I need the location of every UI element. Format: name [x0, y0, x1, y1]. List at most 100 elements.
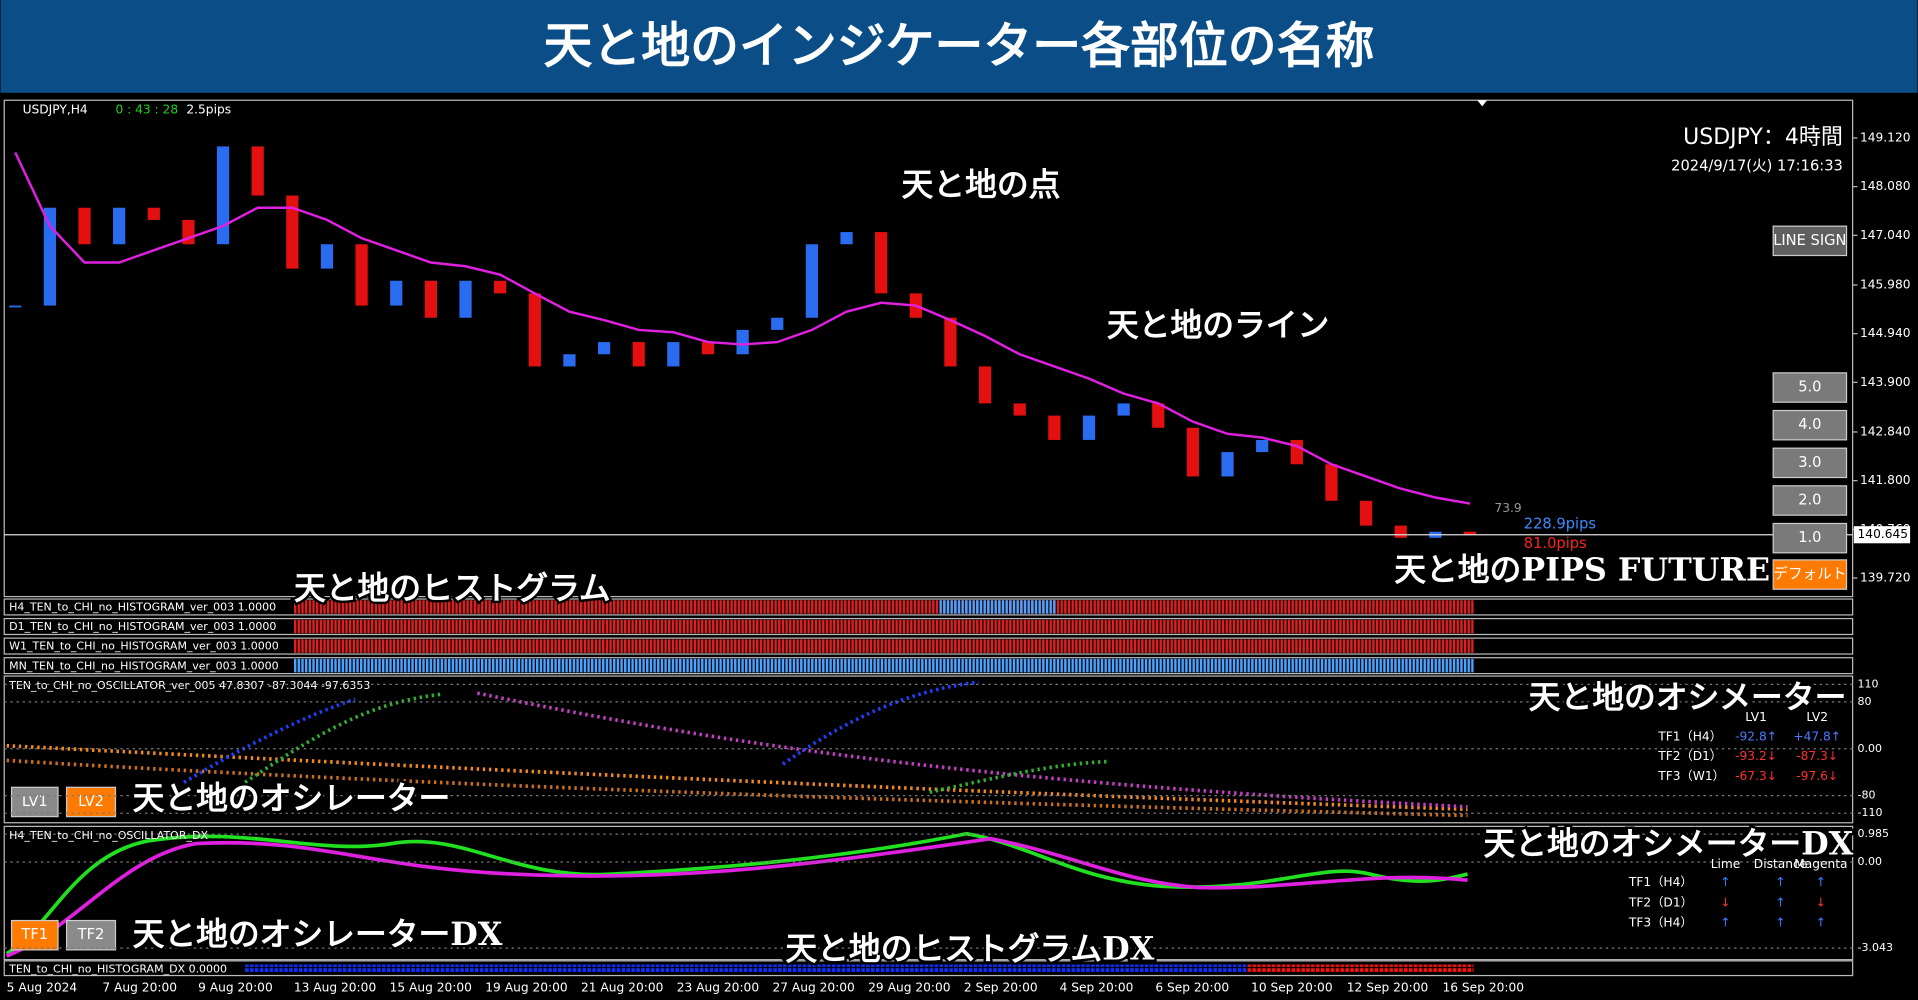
y-tick-label: 139.720	[1860, 571, 1911, 585]
y-tick-label: 149.120	[1860, 130, 1911, 144]
tf1-button-label[interactable]: TF1	[20, 926, 48, 943]
candle	[1221, 452, 1234, 477]
level-button-bg[interactable]	[1772, 485, 1848, 516]
y-tick-label: -3.043	[1858, 941, 1893, 954]
tf1-button-bg[interactable]	[10, 919, 59, 951]
timer: 0 : 43 : 28	[115, 103, 178, 117]
annotation: 天と地のライン	[1107, 307, 1329, 344]
candle	[667, 342, 680, 367]
x-tick-label: 21 Aug 20:00	[581, 980, 663, 994]
meter-cell: +47.8↑	[1793, 730, 1841, 744]
symbol: USDJPY,H4	[23, 103, 88, 117]
shift-marker	[1477, 100, 1488, 107]
lv2-button[interactable]: LV2	[65, 786, 117, 818]
oscillator-dx-header: H4_TEN_to_CHI_no_OSCILLATOR_DX	[9, 829, 208, 842]
default-button-bg[interactable]	[1772, 559, 1848, 590]
level-button-bg[interactable]	[1772, 372, 1848, 403]
meter-cell: -67.3↓	[1735, 769, 1777, 783]
y-tick-label: 80	[1858, 695, 1872, 708]
annotation: 天と地のヒストグラム	[294, 570, 611, 607]
x-tick-label: 5 Aug 2024	[7, 980, 78, 994]
line-sign-button[interactable]: LINE SIGN	[1772, 225, 1848, 257]
candle	[216, 146, 230, 245]
meter-cell: -92.8↑	[1735, 730, 1777, 744]
tf1-button[interactable]: TF1	[10, 919, 59, 951]
default-button-label[interactable]: デフォルト	[1773, 565, 1846, 583]
oscillator-header: TEN_to_CHI_no_OSCILLATOR_ver_005 47.8307…	[8, 679, 370, 692]
pair-label: USDJPY：4時間	[1683, 125, 1843, 150]
oscillator-curves	[6, 680, 1468, 818]
spread: 2.5pips	[186, 103, 231, 117]
candle	[528, 293, 541, 367]
level-button[interactable]: 1.0	[1772, 522, 1848, 554]
level-button[interactable]: 2.0	[1772, 485, 1848, 516]
menu-arrow	[9, 107, 17, 113]
lv1-button-label[interactable]: LV1	[22, 793, 48, 810]
line-sign-button-bg[interactable]	[1772, 225, 1848, 257]
histogram-stripes	[245, 600, 1474, 972]
meter-header: Lime	[1711, 857, 1741, 871]
lv1-button[interactable]: LV1	[10, 786, 59, 818]
lv1-button-bg[interactable]	[10, 786, 59, 818]
level-button-bg[interactable]	[1772, 409, 1848, 441]
candle	[978, 366, 992, 404]
candle	[320, 244, 334, 269]
y-tick-label: 145.980	[1860, 277, 1911, 291]
annotation: 天と地のオシレーターDX	[133, 916, 503, 953]
line-sign-button-label[interactable]: LINE SIGN	[1773, 232, 1846, 249]
meter-row-label: TF3（H4）	[1628, 915, 1693, 929]
x-tick-label: 2 Sep 20:00	[964, 980, 1038, 994]
histogram-label: D1_TEN_to_CHI_no_HISTOGRAM_ver_003 1.000…	[9, 620, 276, 633]
lv2-button-label[interactable]: LV2	[78, 793, 104, 810]
pips-up: 228.9pips	[1524, 515, 1596, 532]
tf2-button-label[interactable]: TF2	[77, 926, 105, 943]
level-button[interactable]: 5.0	[1772, 372, 1848, 403]
meter-header: LV1	[1745, 710, 1767, 724]
level-button-label[interactable]: 5.0	[1798, 379, 1821, 396]
current-price-label: 140.645	[1858, 527, 1909, 541]
level-button-bg[interactable]	[1772, 447, 1848, 479]
default-button[interactable]: デフォルト	[1772, 559, 1848, 590]
tf2-button[interactable]: TF2	[65, 919, 117, 951]
annotation: 天と地のヒストグラムDX	[785, 931, 1154, 968]
pips-down: 81.0pips	[1524, 535, 1587, 552]
candle	[43, 207, 56, 306]
level-button-label[interactable]: 3.0	[1798, 454, 1821, 471]
level-button-bg[interactable]	[1772, 522, 1848, 554]
annotation: 天と地のオシメーター	[1529, 679, 1847, 716]
level-button-label[interactable]: 2.0	[1798, 491, 1821, 508]
candle	[736, 329, 749, 355]
candle	[1325, 464, 1338, 501]
y-tick-label: 0.00	[1858, 742, 1883, 755]
meter-cell: ↑	[1775, 875, 1785, 889]
header-bar	[0, 0, 1918, 93]
level-button-label[interactable]: 1.0	[1798, 529, 1821, 546]
candle	[78, 207, 91, 245]
meter-row-label: TF2（D1）	[1657, 749, 1722, 763]
y-tick-label: 141.800	[1860, 473, 1911, 487]
page-title: 天と地のインジケーター各部位の名称	[544, 17, 1375, 74]
pips-level: 73.9	[1494, 501, 1521, 515]
candle	[459, 280, 472, 318]
candle	[1152, 403, 1165, 428]
candle	[1186, 427, 1200, 477]
level-button[interactable]: 3.0	[1772, 447, 1848, 479]
oscillator-dx-curves	[5, 831, 1469, 958]
x-tick-label: 16 Sep 20:00	[1442, 980, 1524, 994]
candle	[1256, 439, 1269, 453]
meter-cell: -93.2↓	[1735, 749, 1777, 763]
candle	[355, 244, 368, 306]
level-button[interactable]: 4.0	[1772, 409, 1848, 441]
candle	[390, 280, 403, 306]
tf2-button-bg[interactable]	[65, 919, 117, 951]
level-button-label[interactable]: 4.0	[1798, 416, 1821, 433]
y-tick-label: 143.900	[1860, 375, 1911, 389]
lv2-button-bg[interactable]	[65, 786, 117, 818]
meter-cell: ↑	[1775, 895, 1785, 909]
candle	[113, 207, 126, 245]
meter-cell: ↓	[1720, 895, 1730, 909]
histogram-dx-label: TEN_to_CHI_no_HISTOGRAM_DX 0.0000	[8, 962, 227, 975]
meter-cell: ↓	[1816, 895, 1826, 909]
y-tick-label: 110	[1858, 677, 1879, 690]
